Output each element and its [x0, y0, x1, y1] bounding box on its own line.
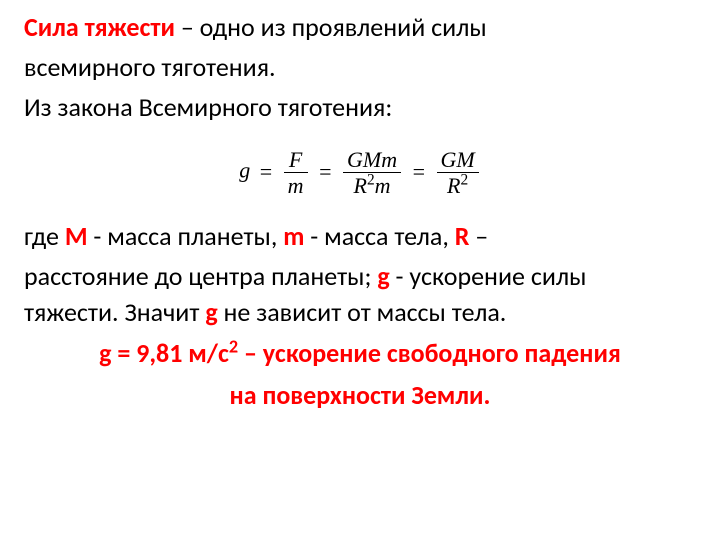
formula-eq-3: =	[413, 157, 425, 187]
line-6: тяжести. Значит g не зависит от массы те…	[24, 295, 696, 331]
line4-afterm: - масса тела,	[304, 220, 454, 252]
formula-frac-1: F m	[284, 148, 308, 197]
symbol-g-2: g	[205, 296, 217, 328]
final-pre: g = 9,81 м/с	[99, 337, 229, 369]
frac1-num: F	[284, 148, 308, 173]
line4-afterR: –	[469, 220, 488, 252]
line-3: Из закона Всемирного тяготения:	[24, 90, 696, 126]
line6-afterg: не зависит от массы тела.	[218, 296, 507, 328]
formula-frac-3: GM R2	[437, 148, 479, 197]
formula-frac-2: GMm R2m	[343, 148, 401, 197]
line5-pre: расстояние до центра планеты;	[24, 260, 377, 292]
final-post: – ускорение свободного падения	[238, 337, 621, 369]
line-2: всемирного тяготения.	[24, 50, 696, 86]
frac3-num: GM	[437, 148, 479, 173]
symbol-M: M	[65, 220, 88, 252]
symbol-g-1: g	[377, 260, 389, 292]
line6-pre: тяжести. Значит	[24, 296, 205, 328]
gravity-formula: g = F m = GMm R2m = GM R2	[231, 144, 488, 201]
frac2-den: R2m	[343, 173, 401, 197]
formula-lhs: g	[239, 157, 250, 182]
line-4: где M - масса планеты, m - масса тела, R…	[24, 219, 696, 255]
frac1-den: m	[284, 173, 308, 197]
final-line-2: на поверхности Земли.	[24, 378, 696, 414]
symbol-m: m	[283, 220, 304, 252]
term-gravity: Сила тяжести	[24, 11, 175, 43]
line-5: расстояние до центра планеты; g - ускоре…	[24, 259, 696, 295]
final-sup: 2	[229, 336, 238, 358]
frac3-den: R2	[437, 173, 479, 197]
formula-eq-1: =	[260, 157, 272, 187]
line-1: Сила тяжести – одно из проявлений силы	[24, 10, 696, 46]
frac2-num: GMm	[343, 148, 401, 173]
line5-afterg: - ускорение силы	[390, 260, 587, 292]
slide: Сила тяжести – одно из проявлений силы в…	[0, 0, 720, 540]
final-line-1: g = 9,81 м/с2 – ускорение свободного пад…	[24, 336, 696, 372]
line4-afterM: - масса планеты,	[88, 220, 284, 252]
formula-block: g = F m = GMm R2m = GM R2	[24, 144, 696, 201]
line-1-rest: – одно из проявлений силы	[175, 11, 487, 43]
symbol-R: R	[455, 220, 470, 252]
line4-pre: где	[24, 220, 65, 252]
formula-eq-2: =	[319, 157, 331, 187]
